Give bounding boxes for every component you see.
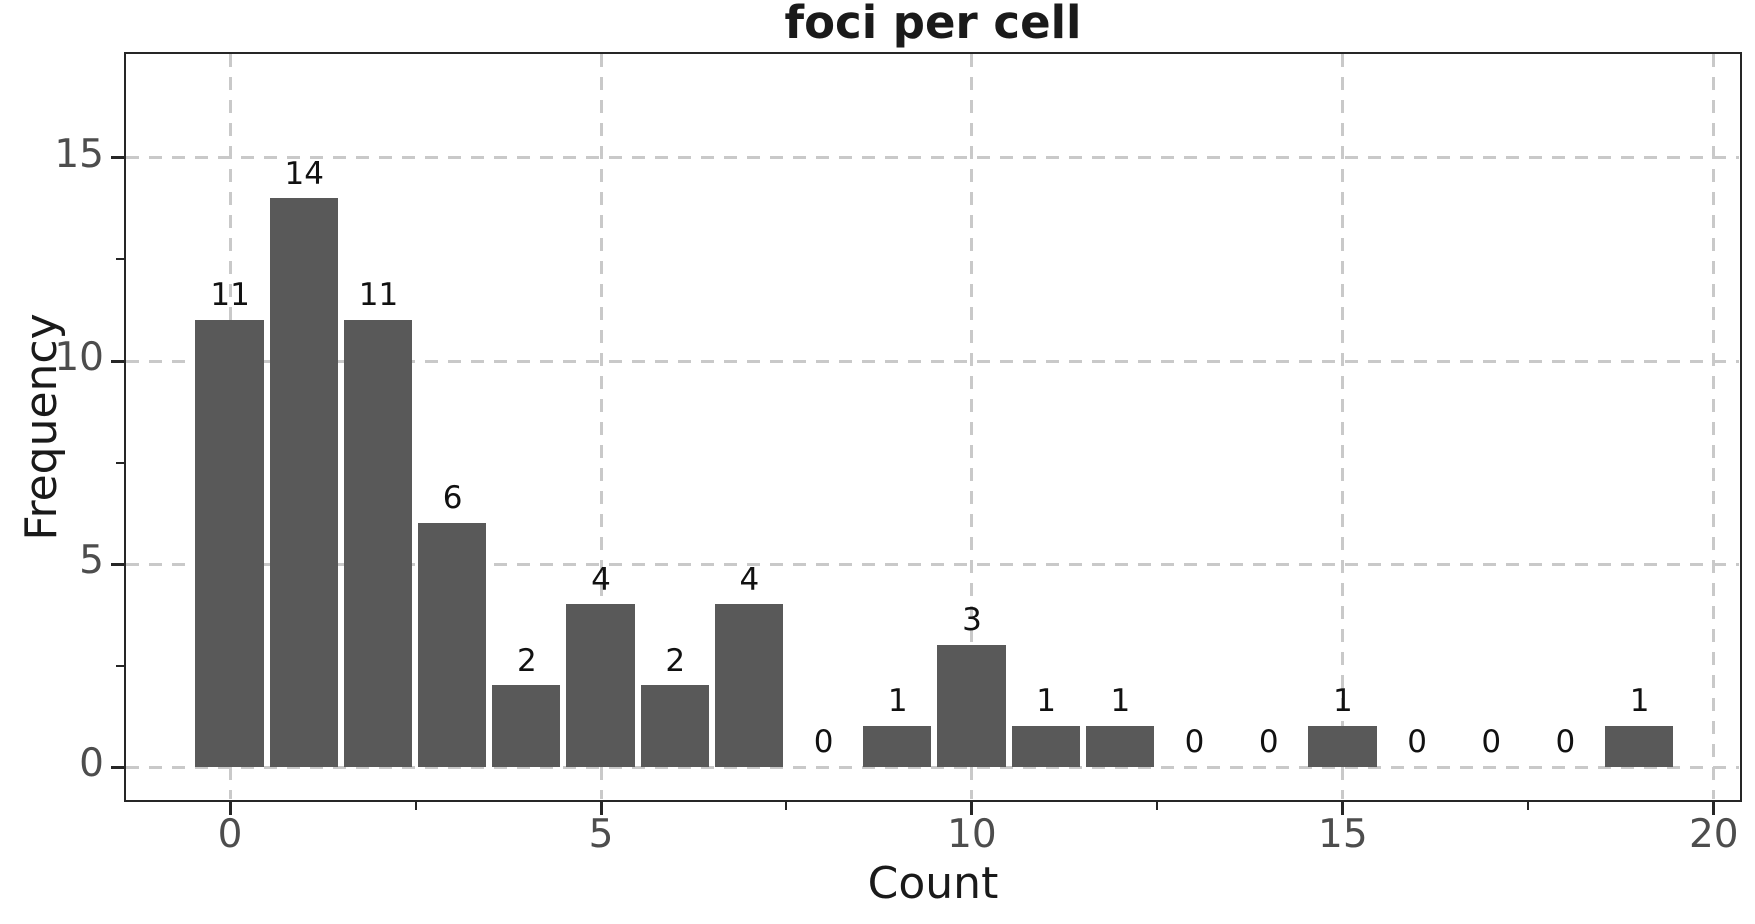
- y-tick-label: 15: [54, 131, 104, 177]
- x-gridline: [599, 54, 603, 799]
- y-major-tick: [111, 359, 124, 363]
- bar-value-label: 14: [284, 155, 324, 192]
- y-tick-label: 10: [54, 335, 104, 380]
- y-tick-label: 5: [79, 538, 104, 584]
- x-gridline: [1712, 54, 1716, 799]
- bar: [269, 198, 338, 767]
- bar-value-label: 4: [591, 561, 611, 598]
- x-axis-title: Count: [867, 858, 999, 909]
- bar: [863, 725, 932, 767]
- bar: [195, 319, 264, 767]
- bar: [566, 604, 635, 767]
- y-major-tick: [111, 765, 124, 769]
- bar-value-label: 11: [358, 277, 399, 314]
- y-tick-label: 0: [79, 741, 104, 787]
- y-minor-tick: [116, 461, 124, 464]
- x-tick-label: 15: [1318, 812, 1368, 857]
- x-gridline: [1341, 54, 1345, 799]
- bar-value-label: 2: [516, 642, 537, 679]
- bar-value-label: 0: [1407, 724, 1427, 761]
- bar: [937, 644, 1006, 767]
- bar: [492, 685, 561, 767]
- bar-value-label: 1: [1333, 683, 1353, 720]
- x-tick-label: 10: [947, 812, 997, 857]
- x-major-tick: [599, 802, 603, 815]
- x-tick-label: 0: [217, 812, 243, 857]
- bar-value-label: 1: [887, 683, 908, 720]
- chart-title: foci per cell: [784, 0, 1082, 49]
- bar: [714, 604, 783, 767]
- x-tick-label: 5: [588, 812, 614, 857]
- bar-value-label: 0: [1481, 724, 1502, 761]
- x-minor-tick: [785, 802, 788, 810]
- x-major-tick: [1712, 802, 1716, 815]
- x-major-tick: [228, 802, 232, 815]
- y-major-tick: [111, 562, 124, 566]
- x-tick-label: 20: [1688, 812, 1739, 857]
- bar-value-label: 3: [962, 602, 982, 639]
- y-gridline: [126, 562, 1739, 566]
- bar-value-label: 0: [1184, 724, 1205, 761]
- bar: [1011, 725, 1080, 767]
- bar: [1604, 725, 1674, 767]
- bar-value-label: 1: [1629, 683, 1650, 720]
- bar-value-label: 11: [210, 277, 250, 314]
- y-minor-tick: [116, 258, 124, 261]
- x-minor-tick: [1156, 802, 1159, 810]
- bar: [1308, 725, 1377, 767]
- bar-value-label: 4: [739, 561, 760, 598]
- bar-value-label: 2: [665, 642, 686, 679]
- bar-value-label: 0: [813, 724, 834, 761]
- bar-value-label: 0: [1555, 724, 1576, 761]
- bar-value-label: 6: [442, 480, 463, 517]
- bar: [640, 685, 709, 767]
- bar: [418, 522, 487, 767]
- bar-value-label: 1: [1036, 683, 1056, 720]
- x-minor-tick: [414, 802, 417, 810]
- plot-panel: [124, 52, 1742, 802]
- bar: [1085, 725, 1154, 767]
- y-gridline: [126, 359, 1739, 363]
- y-major-tick: [111, 156, 124, 160]
- y-gridline: [126, 156, 1739, 160]
- x-major-tick: [1341, 802, 1345, 815]
- y-minor-tick: [116, 664, 124, 667]
- x-gridline: [970, 54, 974, 799]
- bar: [343, 319, 413, 767]
- bar-value-label: 0: [1258, 724, 1279, 761]
- x-minor-tick: [1527, 802, 1530, 810]
- bar-value-label: 1: [1110, 683, 1131, 720]
- x-major-tick: [970, 802, 974, 815]
- y-gridline: [126, 765, 1739, 769]
